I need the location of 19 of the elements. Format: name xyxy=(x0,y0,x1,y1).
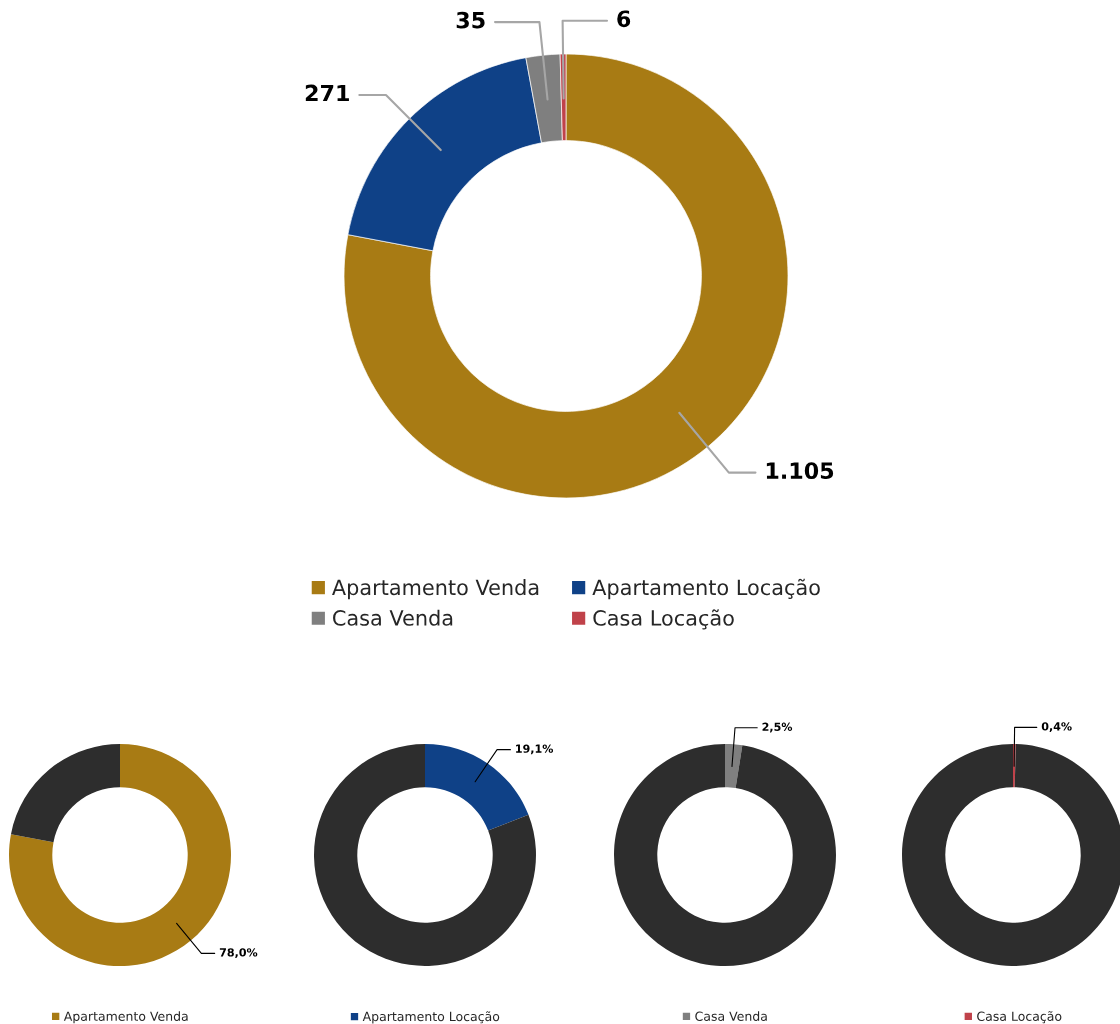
donut-slice xyxy=(725,744,743,789)
legend-label: Apartamento Locação xyxy=(592,578,820,600)
legend-label: Casa Locação xyxy=(593,609,734,630)
data-label: 78,0% xyxy=(219,948,258,958)
data-label: 2,5% xyxy=(762,722,793,733)
data-label: 0,4% xyxy=(1041,722,1072,732)
data-label: 6 xyxy=(617,10,631,28)
legend-label: Casa Venda xyxy=(333,609,453,626)
data-label: 1.105 xyxy=(766,462,834,480)
legend-label: Apartamento Locação xyxy=(362,1011,500,1024)
legend-label: Apartamento Venda xyxy=(63,1011,188,1024)
donut-slice xyxy=(10,744,120,843)
donut-slice xyxy=(614,744,836,966)
data-label: 19,1% xyxy=(516,744,554,755)
data-label: 271 xyxy=(305,84,349,102)
legend-label: Apartamento Venda xyxy=(332,579,539,600)
data-label: 35 xyxy=(456,11,485,29)
legend-label: Casa Venda xyxy=(695,1011,767,1021)
legend-label: Casa Locação xyxy=(977,1011,1062,1024)
